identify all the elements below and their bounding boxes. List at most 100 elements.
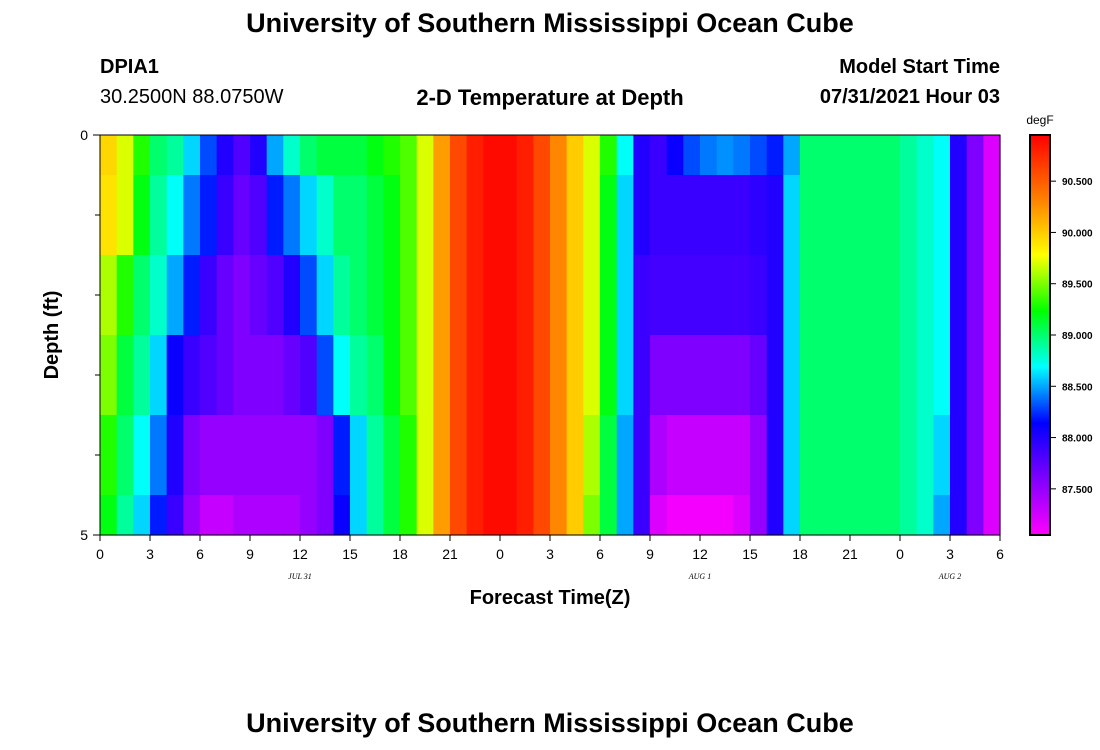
chart-title-bottom: University of Southern Mississippi Ocean…	[246, 708, 854, 738]
heatmap-cell	[633, 175, 651, 256]
heatmap-cell	[950, 255, 968, 336]
heatmap-cell	[366, 335, 384, 416]
heatmap-cell	[116, 495, 134, 536]
heatmap-cell	[933, 495, 951, 536]
heatmap-cell	[700, 175, 718, 256]
heatmap-cell	[566, 335, 584, 416]
heatmap-cell	[466, 135, 484, 176]
heatmap-cell	[750, 135, 768, 176]
heatmap-cell	[716, 335, 734, 416]
heatmap-cell	[850, 415, 868, 496]
heatmap-cell	[833, 255, 851, 336]
heatmap-cell	[233, 255, 251, 336]
heatmap-cell	[183, 175, 201, 256]
heatmap-cell	[216, 495, 234, 536]
heatmap-cell	[150, 335, 168, 416]
heatmap-cell	[616, 335, 634, 416]
heatmap-cell	[400, 175, 418, 256]
heatmap-cell	[566, 135, 584, 176]
x-tick-label: 3	[146, 546, 154, 562]
heatmap-cell	[200, 415, 218, 496]
heatmap-cell	[433, 335, 451, 416]
heatmap-cell	[583, 415, 601, 496]
heatmap-cell	[250, 335, 268, 416]
heatmap-cell	[583, 175, 601, 256]
heatmap-cell	[533, 135, 551, 176]
heatmap-cell	[500, 255, 518, 336]
heatmap-cell	[233, 135, 251, 176]
heatmap-cell	[633, 495, 651, 536]
heatmap-cell	[800, 415, 818, 496]
heatmap-cell	[683, 415, 701, 496]
heatmap-cell	[783, 255, 801, 336]
heatmap-cell	[350, 495, 368, 536]
heatmap-cell	[633, 135, 651, 176]
heatmap-cell	[766, 175, 784, 256]
heatmap-cell	[550, 415, 568, 496]
heatmap-cell	[716, 255, 734, 336]
heatmap-cell	[800, 335, 818, 416]
heatmap-cell	[716, 415, 734, 496]
heatmap-cell	[150, 135, 168, 176]
heatmap-cell	[933, 335, 951, 416]
colorbar-tick-label: 90.000	[1062, 228, 1093, 239]
heatmap-cell	[466, 415, 484, 496]
heatmap-cell	[116, 335, 134, 416]
heatmap-cell	[700, 335, 718, 416]
heatmap-cell	[833, 135, 851, 176]
heatmap-cell	[916, 175, 934, 256]
heatmap-cell	[300, 175, 318, 256]
heatmap-cell	[866, 175, 884, 256]
heatmap-cell	[916, 255, 934, 336]
heatmap-cell	[700, 255, 718, 336]
model-start-label: Model Start Time	[839, 56, 1000, 78]
heatmap-cell	[183, 135, 201, 176]
heatmap-cell	[600, 335, 618, 416]
heatmap-cell	[683, 135, 701, 176]
heatmap-cell	[533, 255, 551, 336]
x-tick-label: 21	[842, 546, 858, 562]
heatmap-cell	[400, 335, 418, 416]
heatmap-cell	[666, 255, 684, 336]
heatmap-cell	[333, 255, 351, 336]
heatmap-cell	[466, 255, 484, 336]
heatmap-cell	[516, 495, 534, 536]
heatmap-cell	[833, 415, 851, 496]
heatmap-cell	[133, 135, 151, 176]
heatmap-cell	[183, 255, 201, 336]
heatmap-cell	[166, 175, 184, 256]
heatmap-cell	[716, 495, 734, 536]
heatmap-cell	[366, 415, 384, 496]
heatmap-cell	[900, 175, 918, 256]
heatmap-cell	[950, 495, 968, 536]
heatmap-cell	[166, 255, 184, 336]
heatmap-cell	[683, 495, 701, 536]
heatmap-cell	[800, 135, 818, 176]
heatmap-cell	[233, 415, 251, 496]
colorbar-tick-label: 88.500	[1062, 382, 1093, 393]
heatmap-cell	[600, 495, 618, 536]
y-axis-title: Depth (ft)	[41, 291, 63, 380]
heatmap-cell	[933, 255, 951, 336]
heatmap-cell	[216, 415, 234, 496]
chart-title-top: University of Southern Mississippi Ocean…	[246, 8, 854, 38]
heatmap-cell	[766, 415, 784, 496]
heatmap-cell	[483, 175, 501, 256]
y-axis: 05	[80, 127, 100, 543]
heatmap-cell	[366, 495, 384, 536]
colorbar-tick-label: 89.500	[1062, 280, 1093, 291]
date-label: AUG 2	[938, 572, 961, 581]
heatmap-cell	[550, 255, 568, 336]
x-tick-label: 0	[496, 546, 504, 562]
heatmap-cell	[883, 495, 901, 536]
heatmap-cell	[683, 255, 701, 336]
heatmap-cell	[866, 255, 884, 336]
x-tick-label: 12	[292, 546, 308, 562]
heatmap-cell	[283, 255, 301, 336]
heatmap-cell	[950, 335, 968, 416]
heatmap-cell	[666, 135, 684, 176]
heatmap-cell	[100, 335, 118, 416]
heatmap-cell	[133, 255, 151, 336]
heatmap-cell	[800, 255, 818, 336]
